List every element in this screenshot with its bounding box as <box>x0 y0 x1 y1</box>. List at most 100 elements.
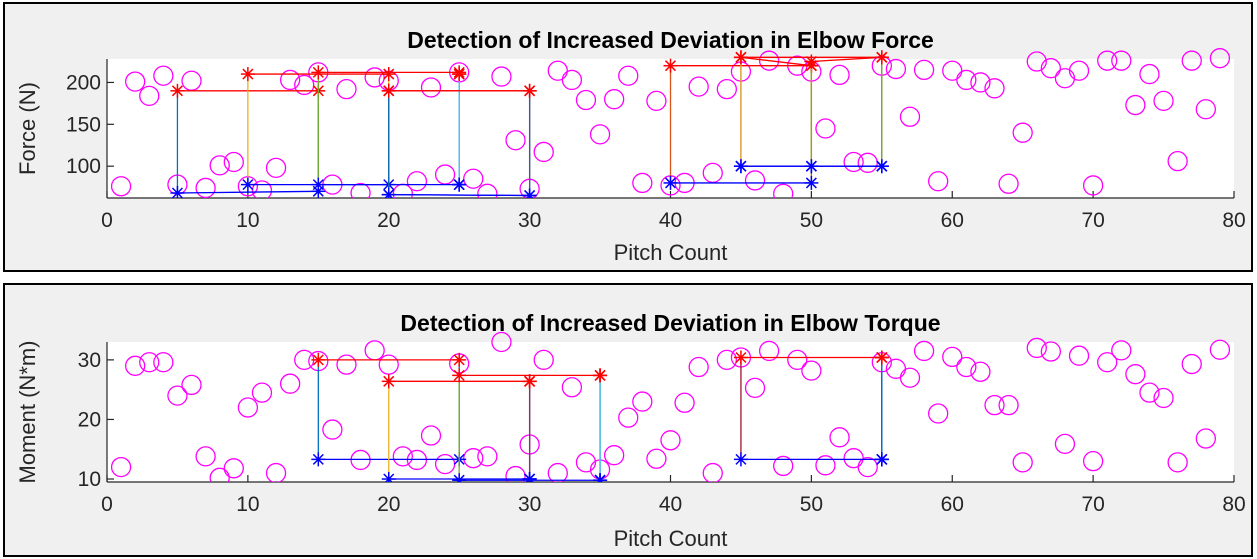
x-tick-label: 80 <box>1222 493 1245 516</box>
data-point <box>956 356 977 378</box>
lower-limit-marker <box>381 187 396 198</box>
data-point <box>956 69 977 91</box>
upper-limit-line <box>740 56 812 67</box>
x-tick-label: 40 <box>659 209 682 232</box>
x-tick-label: 40 <box>659 493 682 516</box>
upper-limit-marker <box>663 58 678 73</box>
lower-limit-marker-stroke <box>453 179 465 191</box>
lower-limit-marker-stroke <box>312 179 324 191</box>
lower-limit-marker-stroke <box>735 160 747 172</box>
data-point <box>773 455 794 477</box>
data-point <box>406 171 428 192</box>
data-point <box>787 349 808 371</box>
lower-limit-marker-stroke <box>735 453 747 465</box>
upper-limit-marker-stroke <box>524 375 536 387</box>
lower-limit-marker-stroke <box>597 474 606 482</box>
data-point <box>1068 345 1090 366</box>
chart-title: Detection of Increased Deviation in Elbo… <box>400 310 940 336</box>
lower-limit-marker-stroke <box>876 453 888 465</box>
data-point <box>1054 68 1076 89</box>
y-tick-label: 30 <box>78 349 101 372</box>
data-point <box>336 354 357 375</box>
lower-limit-marker <box>311 452 326 467</box>
lower-limit-marker-stroke <box>526 189 536 198</box>
data-point <box>604 89 625 110</box>
data-point <box>970 72 991 93</box>
data-point <box>251 382 273 403</box>
upper-limit-marker-stroke <box>735 51 747 63</box>
upper-limit-marker <box>452 67 467 82</box>
data-point <box>744 377 766 399</box>
lower-limit-line <box>388 194 530 197</box>
chart-title: Detection of Increased Deviation in Elbo… <box>407 27 934 53</box>
data-point <box>984 394 1005 416</box>
data-point <box>1209 48 1231 69</box>
data-point <box>279 69 301 91</box>
upper-limit-marker-stroke <box>383 68 395 80</box>
upper-limit-marker-stroke <box>171 85 183 97</box>
data-point <box>533 141 554 163</box>
y-tick-label: 20 <box>78 408 101 431</box>
lower-limit-marker <box>874 159 889 174</box>
data-point <box>646 90 667 112</box>
data-point <box>209 467 230 482</box>
data-point <box>223 458 244 479</box>
data-point <box>1026 51 1047 72</box>
data-point <box>1012 122 1033 143</box>
data-point <box>251 180 273 198</box>
data-point <box>364 67 385 88</box>
torque-chart-panel: Detection of Increased Deviation in Elbo… <box>3 283 1253 557</box>
data-point <box>336 78 357 100</box>
upper-limit-marker <box>452 368 467 383</box>
lower-limit-marker <box>663 175 678 190</box>
lower-limit-marker <box>522 188 537 198</box>
data-point <box>1026 337 1047 359</box>
upper-limit-marker-stroke <box>524 85 536 97</box>
data-point <box>1195 99 1216 120</box>
upper-limit-marker-stroke <box>594 369 606 381</box>
upper-limit-marker <box>593 368 608 383</box>
data-point <box>857 456 878 478</box>
y-tick-label: 150 <box>66 113 101 136</box>
upper-limit-marker-stroke <box>735 351 747 364</box>
x-tick-label: 50 <box>800 493 823 516</box>
data-point <box>646 448 667 469</box>
data-point <box>575 452 597 473</box>
data-point <box>885 58 907 80</box>
lower-limit-marker-stroke <box>456 474 465 482</box>
data-point <box>773 183 794 198</box>
y-tick-label: 10 <box>78 468 101 491</box>
x-tick-label: 70 <box>1081 493 1104 516</box>
upper-limit-marker <box>381 83 396 98</box>
data-point <box>153 352 174 373</box>
data-point <box>378 354 399 375</box>
data-point <box>1209 339 1231 360</box>
data-point <box>1012 452 1033 473</box>
lower-limit-marker-stroke <box>525 473 536 482</box>
data-point <box>505 130 526 151</box>
data-point <box>632 391 653 412</box>
data-point <box>477 183 498 198</box>
data-point <box>463 168 484 189</box>
upper-limit-marker-stroke <box>453 354 465 366</box>
data-point <box>491 331 512 353</box>
data-point <box>815 455 836 476</box>
lower-limit-line <box>177 190 319 194</box>
data-point <box>829 64 850 86</box>
upper-limit-marker <box>522 374 537 389</box>
upper-limit-marker <box>522 83 537 98</box>
data-point <box>195 177 216 198</box>
data-point <box>1111 50 1132 71</box>
data-point <box>575 89 597 111</box>
data-point <box>322 419 343 440</box>
lower-limit-marker-stroke <box>805 177 817 189</box>
data-point <box>716 349 737 371</box>
x-tick-label: 10 <box>236 493 259 516</box>
data-point <box>1153 90 1174 112</box>
x-tick-label: 0 <box>101 209 113 232</box>
data-point <box>547 60 568 81</box>
upper-limit-marker-stroke <box>383 85 395 97</box>
data-point <box>237 397 259 418</box>
data-point <box>125 355 146 376</box>
data-point <box>1097 352 1118 373</box>
